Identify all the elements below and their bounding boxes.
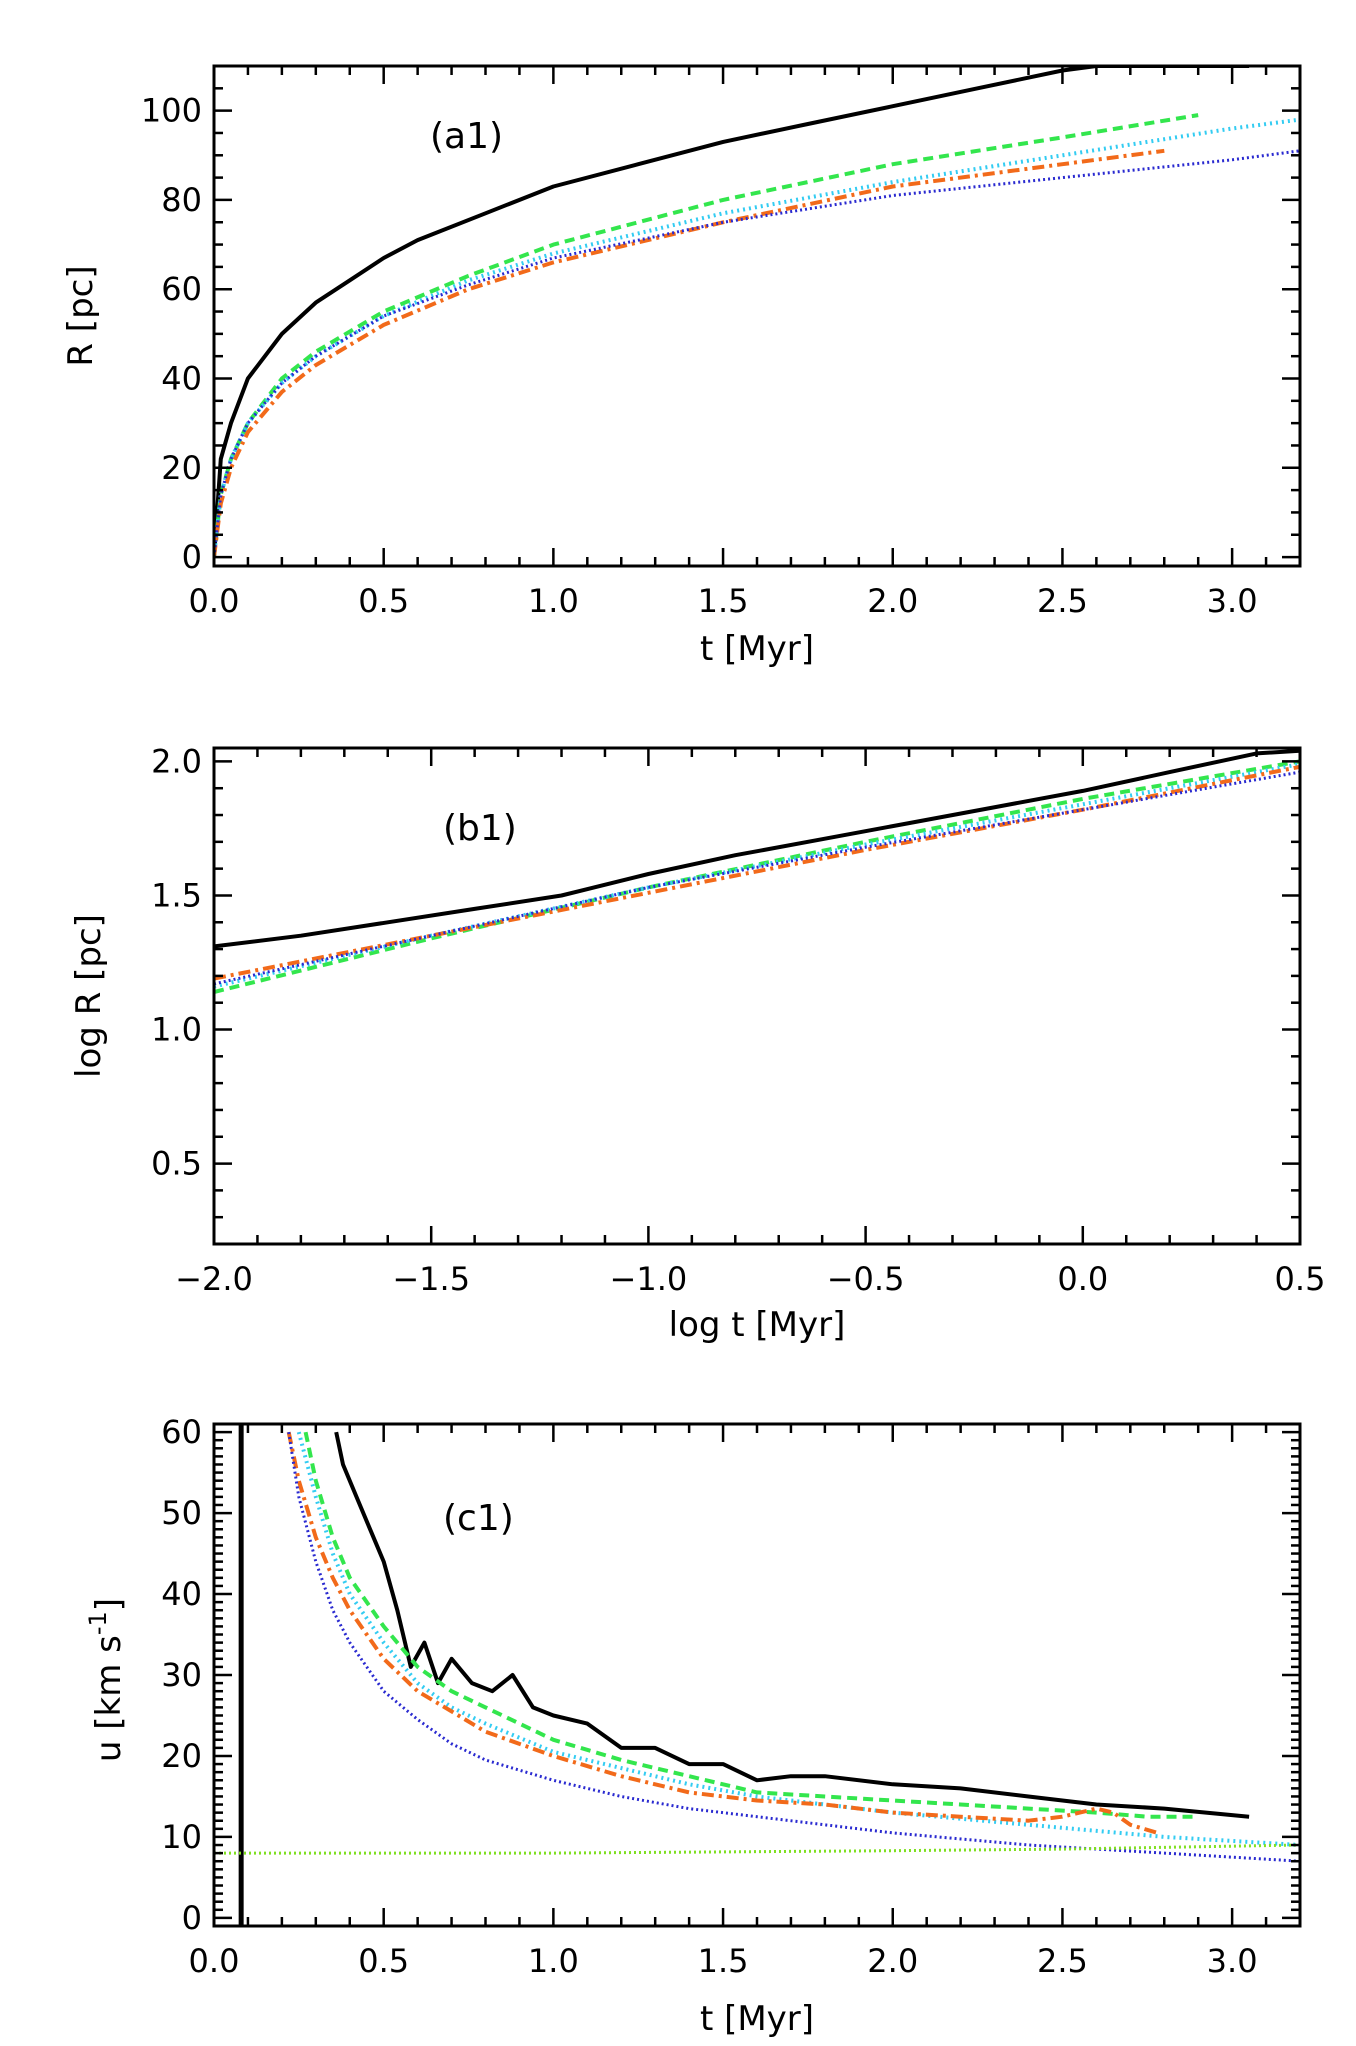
c1-x-tick-label: 0.0 (189, 1942, 240, 1980)
b1-series-cyan (214, 762, 1300, 989)
c1-x-tick-label: 3.0 (1207, 1942, 1258, 1980)
b1-ticks-layer: −2.0 −1.5 −1.0 −0.5 0.0 0.5 0.5 1.0 1.5 2.0 (151, 742, 1325, 1298)
a1-y-tick-label: 0 (182, 538, 202, 576)
b1-y-tick-label: 0.5 (151, 1145, 202, 1183)
b1-series-orange (214, 764, 1300, 981)
a1-series-green (214, 113, 1199, 558)
a1-x-tick-label: 2.5 (1037, 582, 1088, 620)
c1-series-orange (286, 1431, 1159, 1835)
a1-series-orange (214, 148, 1165, 558)
a1-x-tick-label: 1.5 (698, 582, 749, 620)
a1-x-tick-label: 0.5 (358, 582, 409, 620)
c1-y-tick-label: 60 (161, 1413, 202, 1451)
c1-x-tick-label: 0.5 (358, 1942, 409, 1980)
b1-series-layer (214, 748, 1300, 994)
panel-a1: 0.0 0.5 1.0 1.5 2.0 2.5 3.0 0 20 40 60 80 100 (a1) t… (61, 64, 1302, 669)
a1-y-tick-label: 100 (141, 92, 202, 130)
c1-x-tick-label: 2.0 (867, 1942, 918, 1980)
a1-x-tick-label: 0.0 (189, 582, 240, 620)
c1-x-axis-title: t [Myr] (700, 1999, 814, 2039)
b1-series-navy (214, 770, 1300, 986)
b1-x-tick-label: −1.0 (610, 1260, 688, 1298)
a1-x-axis-title: t [Myr] (700, 629, 814, 669)
c1-y-tick-label: 50 (161, 1494, 202, 1532)
c1-series-navy (287, 1431, 1300, 1863)
c1-y-tick-label: 10 (161, 1818, 202, 1856)
c1-y-axis-title-end: ] (89, 1598, 129, 1611)
b1-x-tick-label: −0.5 (827, 1260, 905, 1298)
a1-x-tick-label: 3.0 (1207, 582, 1258, 620)
a1-series-layer (214, 66, 1300, 558)
b1-y-tick-label: 1.0 (151, 1011, 202, 1049)
b1-x-tick-label: 0.5 (1275, 1260, 1326, 1298)
a1-y-tick-label: 80 (161, 181, 202, 219)
panel-b1: −2.0 −1.5 −1.0 −0.5 0.0 0.50.51.01.52.0 (b1) … (69, 742, 1325, 1345)
c1-y-axis-title: u [km s-1] (84, 1598, 129, 1762)
c1-y-tick-label: 40 (161, 1575, 202, 1613)
c1-series-cyan (296, 1431, 1300, 1847)
b1-x-tick-label: 0.0 (1057, 1260, 1108, 1298)
c1-series-green (303, 1431, 1199, 1819)
c1-y-tick-label: 0 (182, 1899, 202, 1937)
a1-series-black (214, 66, 1250, 558)
c1-y-axis-title-main: u [km s (89, 1635, 129, 1762)
a1-y-axis-title: R [pc] (61, 265, 101, 366)
a1-x-tick-label: 2.0 (867, 582, 918, 620)
a1-y-tick-label: 20 (161, 449, 202, 487)
b1-x-tick-label: −1.5 (392, 1260, 470, 1298)
b1-plot-frame (212, 746, 1302, 1246)
b1-series-black (214, 748, 1300, 949)
b1-x-tick-label: −2.0 (175, 1260, 253, 1298)
a1-ticks-layer: 0.0 0.5 1.0 1.5 2.0 2.5 3.0 0 20 40 60 80 100 (141, 64, 1302, 620)
a1-x-tick-label: 1.0 (528, 582, 579, 620)
b1-y-axis-title: log R [pc] (69, 914, 109, 1078)
b1-y-tick-label: 2.0 (151, 742, 202, 780)
c1-plot-frame (212, 1422, 1302, 1928)
a1-series-navy (214, 149, 1300, 558)
a1-y-tick-label: 60 (161, 270, 202, 308)
b1-x-axis-title: log t [Myr] (669, 1305, 846, 1345)
c1-ticks-layer: 0.0 0.5 1.0 1.5 2.0 2.5 3.0 0 10 20 30 40 50 60 (161, 1413, 1302, 1980)
c1-panel-label: (c1) (443, 1498, 514, 1539)
c1-x-tick-label: 2.5 (1037, 1942, 1088, 1980)
c1-y-axis-title-sup: -1 (84, 1611, 112, 1635)
c1-x-tick-label: 1.5 (698, 1942, 749, 1980)
a1-y-tick-label: 40 (161, 360, 202, 398)
c1-y-tick-label: 20 (161, 1737, 202, 1775)
c1-series-layer (214, 1424, 1300, 1926)
c1-series-black (334, 1431, 1250, 1819)
b1-y-tick-label: 1.5 (151, 876, 202, 914)
a1-series-cyan (214, 117, 1300, 558)
c1-x-tick-label: 1.0 (528, 1942, 579, 1980)
c1-series-lime (214, 1843, 1300, 1855)
c1-y-tick-label: 30 (161, 1656, 202, 1694)
b1-panel-label: (b1) (443, 808, 517, 849)
a1-panel-label: (a1) (430, 116, 503, 157)
